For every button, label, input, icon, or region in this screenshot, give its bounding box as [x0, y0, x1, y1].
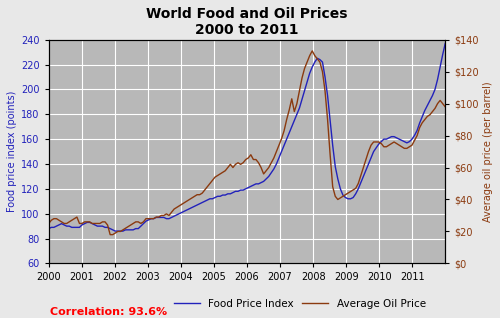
- Food Price Index: [148, 217, 154, 221]
- Average Oil Price: [212, 175, 218, 179]
- Y-axis label: Food price index (points): Food price index (points): [7, 91, 17, 212]
- Food Price Index: [112, 229, 118, 233]
- Food Price Index: [368, 156, 374, 160]
- Average Oil Price: [107, 233, 113, 237]
- Average Oil Price: [148, 217, 154, 221]
- Food Price Index: [284, 137, 290, 141]
- Text: Correlation: 93.6%: Correlation: 93.6%: [50, 307, 167, 317]
- Y-axis label: Average oil price (per barrel): Average oil price (per barrel): [483, 81, 493, 222]
- Food Price Index: [46, 227, 52, 231]
- Line: Average Oil Price: Average Oil Price: [49, 51, 445, 235]
- Food Price Index: [196, 202, 202, 206]
- Average Oil Price: [309, 49, 315, 53]
- Line: Food Price Index: Food Price Index: [49, 44, 445, 231]
- Average Oil Price: [284, 118, 290, 121]
- Average Oil Price: [370, 140, 376, 144]
- Average Oil Price: [442, 105, 448, 109]
- Food Price Index: [442, 42, 448, 45]
- Food Price Index: [322, 75, 328, 79]
- Average Oil Price: [324, 118, 330, 121]
- Food Price Index: [212, 196, 218, 199]
- Average Oil Price: [46, 222, 52, 225]
- Average Oil Price: [196, 193, 202, 197]
- Title: World Food and Oil Prices
2000 to 2011: World Food and Oil Prices 2000 to 2011: [146, 7, 348, 37]
- Legend: Food Price Index, Average Oil Price: Food Price Index, Average Oil Price: [170, 294, 430, 313]
